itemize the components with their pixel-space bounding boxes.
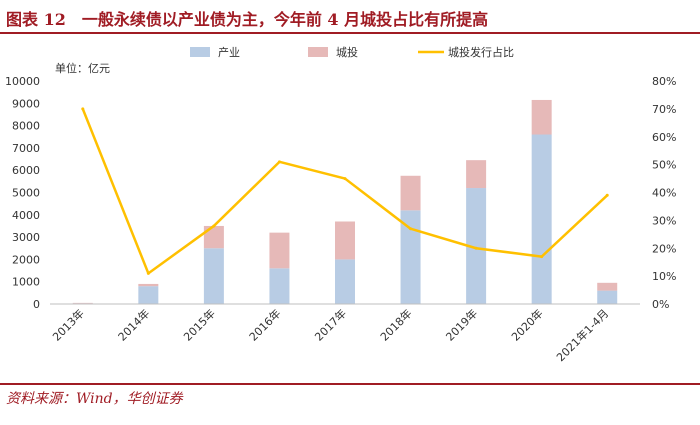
right-tick-label: 40% — [652, 187, 676, 200]
line-point — [81, 107, 85, 111]
bar-industry — [400, 210, 421, 304]
right-tick-label: 70% — [652, 103, 676, 116]
chart-legend: 产业 城投 城投发行占比 — [190, 45, 514, 59]
legend-label: 城投发行占比 — [448, 45, 514, 59]
line-point — [212, 224, 216, 228]
left-axis: 0 1000 2000 3000 4000 5000 6000 7000 8000 9000 100… — [5, 75, 40, 311]
bar-industry — [269, 268, 290, 304]
bar-chengtou — [269, 232, 290, 269]
left-tick-label: 10000 — [5, 75, 40, 88]
right-tick-label: 80% — [652, 75, 676, 88]
bar-chengtou — [597, 282, 618, 291]
line-point — [605, 193, 609, 197]
x-tick-label: 2016年 — [246, 306, 283, 343]
stacked-bar-line-chart: 产业 城投 城投发行占比 单位：亿元 0 1000 2000 3000 4000 5000 60… — [5, 45, 676, 364]
legend-swatch — [190, 47, 210, 57]
x-tick-label: 2019年 — [443, 306, 480, 343]
line-point — [409, 227, 413, 231]
x-tick-label: 2013年 — [49, 306, 86, 343]
left-tick-label: 4000 — [12, 209, 40, 222]
bar-industry — [597, 290, 618, 304]
right-tick-label: 50% — [652, 159, 676, 172]
x-axis: 2013年 2014年 2015年 2016年 2017年 2018年 2019年 2020年… — [49, 303, 640, 364]
left-tick-label: 5000 — [12, 187, 40, 200]
left-tick-label: 1000 — [12, 276, 40, 289]
right-axis: 0% 10% 20% 30% 40% 50% 60% 70% 80% — [652, 75, 676, 311]
bar-industry — [138, 286, 159, 304]
bar-chengtou — [138, 283, 159, 287]
unit-label: 单位：亿元 — [55, 61, 110, 75]
left-tick-label: 9000 — [12, 97, 40, 110]
left-tick-label: 0 — [33, 298, 40, 311]
left-tick-label: 3000 — [12, 231, 40, 244]
bar-industry — [203, 248, 224, 304]
right-tick-label: 0% — [652, 298, 669, 311]
line-point — [277, 160, 281, 164]
bar-chengtou — [203, 225, 224, 249]
x-tick-label: 2020年 — [508, 306, 545, 343]
x-tick-label: 2015年 — [181, 306, 218, 343]
right-tick-label: 30% — [652, 214, 676, 227]
line-series — [81, 107, 609, 275]
legend-swatch — [308, 47, 328, 57]
right-tick-label: 60% — [652, 131, 676, 144]
right-tick-label: 20% — [652, 242, 676, 255]
chart-header: 图表 12 一般永续债以产业债为主，今年前 4 月城投占比有所提高 — [0, 0, 700, 34]
right-tick-label: 10% — [652, 270, 676, 283]
x-tick-label: 2017年 — [312, 306, 349, 343]
source-divider — [0, 383, 700, 385]
line-point — [540, 255, 544, 259]
legend-label: 城投 — [336, 45, 358, 59]
line-point — [343, 177, 347, 181]
left-tick-label: 2000 — [12, 253, 40, 266]
bar-series — [72, 99, 618, 304]
x-tick-label: 2014年 — [115, 306, 152, 343]
source-note: 资料来源：Wind，华创证券 — [6, 391, 183, 407]
bar-chengtou — [335, 221, 355, 260]
line-point — [146, 271, 150, 275]
line-point — [474, 246, 478, 250]
title-divider — [0, 32, 700, 34]
x-tick-label: 2021年1-4月 — [553, 306, 611, 364]
left-tick-label: 7000 — [12, 142, 40, 155]
left-tick-label: 6000 — [12, 164, 40, 177]
chart-title: 图表 12 一般永续债以产业债为主，今年前 4 月城投占比有所提高 — [6, 10, 489, 29]
bar-chengtou — [400, 175, 421, 211]
bar-industry — [531, 134, 552, 304]
legend-label: 产业 — [218, 45, 240, 59]
bar-industry — [466, 188, 487, 304]
bar-chengtou — [466, 160, 487, 189]
x-tick-label: 2018年 — [377, 306, 414, 343]
left-tick-label: 8000 — [12, 120, 40, 133]
bar-industry — [335, 259, 355, 304]
bar-chengtou — [531, 99, 552, 135]
